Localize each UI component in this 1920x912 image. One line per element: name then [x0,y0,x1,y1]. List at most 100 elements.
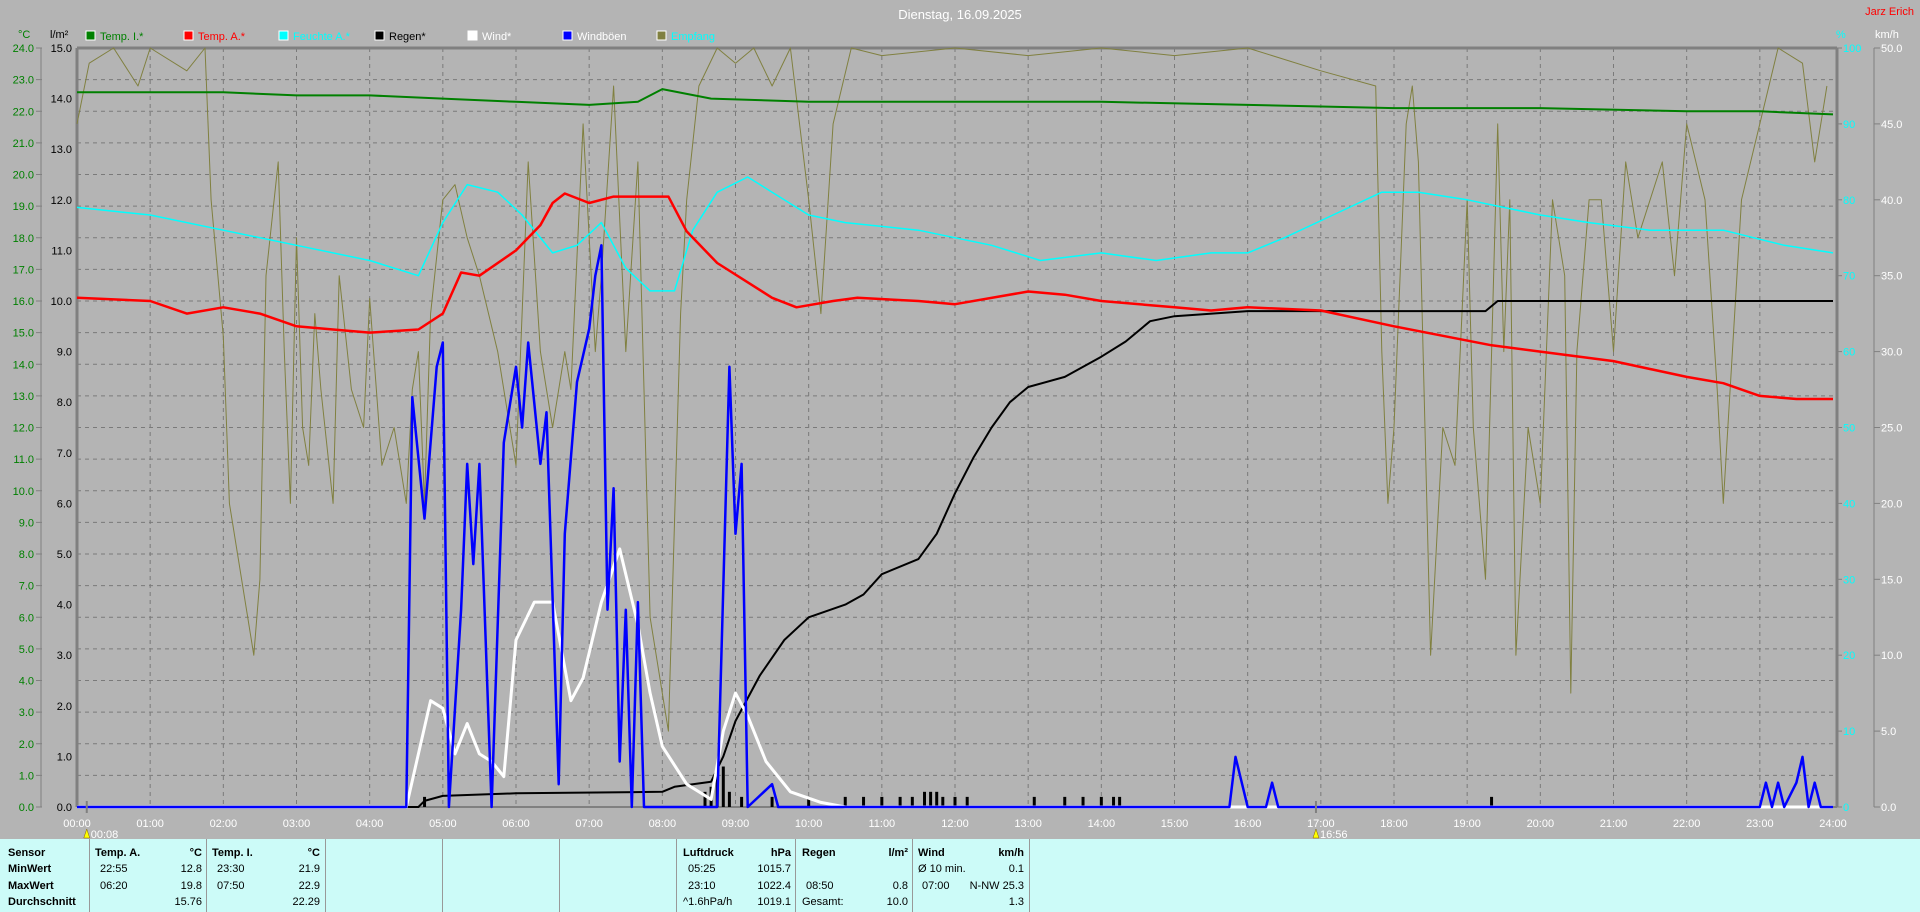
temp-axis-label: 12.0 [13,423,34,435]
series-line-temp-a [76,192,1833,401]
x-axis-label: 03:00 [283,818,311,830]
luftdruck-trend: ^1.6hPa/h [683,896,733,908]
rain-axis-label: 4.0 [57,600,72,612]
rain-axis-label: 1.0 [57,751,72,763]
wind-avg: 1.3 [1008,896,1024,908]
temp-axis-label: 7.0 [19,581,34,593]
wind-min-label: Ø 10 min. [918,863,966,875]
wind-axis-label: 40.0 [1881,195,1902,207]
column-divider [912,839,913,912]
legend-label: Feuchte A.* [293,31,351,43]
row-label-max: MaxWert [8,880,54,892]
rain-axis-label: 6.0 [57,498,72,510]
time-marker-label: 00:08 [91,829,119,841]
temp-axis-label: 3.0 [19,707,34,719]
x-axis-label: 09:00 [722,818,750,830]
series-line-windböen [77,244,1833,809]
temp-i-min-time: 23:30 [217,863,245,875]
humidity-axis-label: 50 [1843,423,1855,435]
legend-label: Windböen [577,31,627,43]
series-line-empfang [76,47,1828,732]
temp-a-min-time: 22:55 [100,863,128,875]
rain-axis-label: 0.0 [57,802,72,814]
column-divider [442,839,443,912]
statistics-table: Sensor MinWert MaxWert Durchschnitt Temp… [0,839,1920,912]
x-axis-label: 20:00 [1527,818,1555,830]
x-axis-label: 17:00 [1307,818,1335,830]
time-marker-label: 16:56 [1320,829,1348,841]
luftdruck-min: 1015.7 [757,863,791,875]
column-divider [1029,839,1030,912]
x-axis-label: 24:00 [1819,818,1847,830]
temp-i-unit: °C [307,847,320,859]
luftdruck-avg: 1019.1 [757,896,791,908]
series-line-feuchte-a [76,176,1834,292]
temp-a-max-time: 06:20 [100,880,128,892]
humidity-axis-label: 40 [1843,498,1855,510]
x-axis-label: 22:00 [1673,818,1701,830]
temp-axis-unit: °C [18,29,30,41]
temp-i-header: Temp. I. [212,847,253,859]
rain-axis-label: 13.0 [51,144,72,156]
x-axis-label: 11:00 [868,818,895,830]
author-label: Jarz Erich [1865,6,1914,18]
x-axis-label: 02:00 [210,818,238,830]
legend-swatch [183,30,194,41]
temp-a-header: Temp. A. [95,847,141,859]
temp-i-max-time: 07:50 [217,880,245,892]
x-axis-label: 07:00 [575,818,603,830]
wind-axis-label: 25.0 [1881,423,1902,435]
lightning-icon [1312,828,1320,839]
temp-axis-label: 1.0 [19,770,34,782]
row-label-min: MinWert [8,863,52,875]
temp-axis-label: 10.0 [13,486,34,498]
x-axis-label: 23:00 [1746,818,1774,830]
wind-axis-label: 0.0 [1881,802,1896,814]
temp-axis-label: 13.0 [13,391,34,403]
humidity-axis-label: 80 [1843,195,1855,207]
regen-max-time: 08:50 [806,880,834,892]
temp-axis-label: 14.0 [13,359,34,371]
humidity-axis-label: 60 [1843,347,1855,359]
temp-axis-label: 0.0 [19,802,34,814]
wind-axis-label: 50.0 [1881,43,1902,55]
temp-a-unit: °C [189,847,202,859]
humidity-axis-label: 20 [1843,650,1855,662]
temp-axis-label: 20.0 [13,170,34,182]
rain-axis-label: 8.0 [57,397,72,409]
x-axis-label: 04:00 [356,818,384,830]
temp-axis-label: 2.0 [19,739,34,751]
temp-i-avg: 22.29 [292,896,320,908]
series-line-regen [77,300,1833,808]
x-axis-label: 14:00 [1088,818,1116,830]
rain-axis-label: 10.0 [51,296,72,308]
x-axis-label: 13:00 [1014,818,1042,830]
x-axis-label: 06:00 [502,818,530,830]
regen-header: Regen [802,847,836,859]
wind-axis-label: 15.0 [1881,574,1902,586]
wind-axis-label: 20.0 [1881,498,1902,510]
legend-label: Empfang [671,31,715,43]
rain-axis-label: 5.0 [57,549,72,561]
column-divider [795,839,796,912]
rain-axis-label: 14.0 [51,94,72,106]
temp-axis-label: 5.0 [19,644,34,656]
regen-max: 0.8 [892,880,908,892]
wind-header: Wind [918,847,945,859]
temp-axis-label: 16.0 [13,296,34,308]
rain-axis-label: 9.0 [57,347,72,359]
series-line-temp-i [77,88,1834,116]
temp-i-min: 21.9 [298,863,320,875]
chart-title: Dienstag, 16.09.2025 [898,7,1022,22]
rain-axis-label: 3.0 [57,650,72,662]
x-axis-label: 05:00 [429,818,457,830]
humidity-axis-label: 0 [1843,802,1849,814]
temp-axis-label: 4.0 [19,676,34,688]
legend-swatch [467,30,478,41]
lightning-icon [83,828,91,839]
temp-axis-label: 24.0 [13,43,34,55]
temp-axis-label: 23.0 [13,75,34,87]
temp-a-min: 12.8 [180,863,202,875]
temp-axis-label: 15.0 [13,328,34,340]
luftdruck-max-time: 23:10 [688,880,716,892]
